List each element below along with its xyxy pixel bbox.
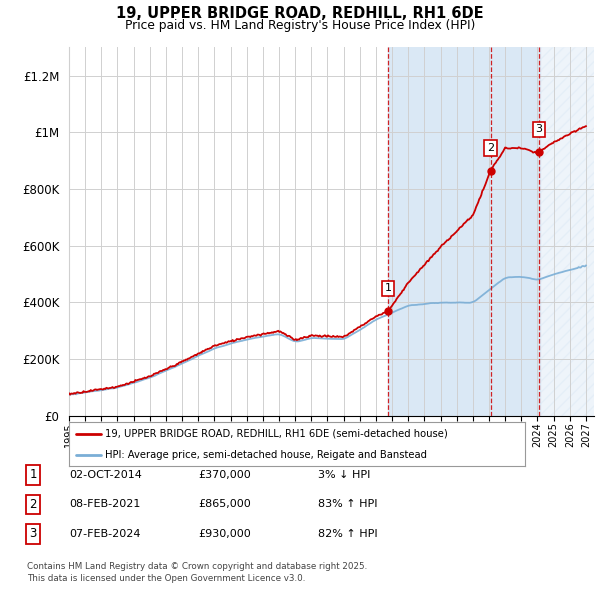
Text: 1: 1 [385, 283, 392, 293]
Text: Contains HM Land Registry data © Crown copyright and database right 2025.
This d: Contains HM Land Registry data © Crown c… [27, 562, 367, 583]
Text: 07-FEB-2024: 07-FEB-2024 [69, 529, 140, 539]
Text: 02-OCT-2014: 02-OCT-2014 [69, 470, 142, 480]
Text: 1: 1 [29, 468, 37, 481]
Text: HPI: Average price, semi-detached house, Reigate and Banstead: HPI: Average price, semi-detached house,… [106, 450, 427, 460]
Text: 2: 2 [29, 498, 37, 511]
Text: £865,000: £865,000 [198, 500, 251, 509]
Text: 3: 3 [29, 527, 37, 540]
Text: 19, UPPER BRIDGE ROAD, REDHILL, RH1 6DE (semi-detached house): 19, UPPER BRIDGE ROAD, REDHILL, RH1 6DE … [106, 429, 448, 439]
Text: 3: 3 [536, 124, 542, 135]
Text: 82% ↑ HPI: 82% ↑ HPI [318, 529, 377, 539]
Text: Price paid vs. HM Land Registry's House Price Index (HPI): Price paid vs. HM Land Registry's House … [125, 19, 475, 32]
Text: £370,000: £370,000 [198, 470, 251, 480]
Text: £930,000: £930,000 [198, 529, 251, 539]
Text: 19, UPPER BRIDGE ROAD, REDHILL, RH1 6DE: 19, UPPER BRIDGE ROAD, REDHILL, RH1 6DE [116, 6, 484, 21]
Bar [388, 47, 540, 416]
Text: 83% ↑ HPI: 83% ↑ HPI [318, 500, 377, 509]
Text: 2: 2 [487, 143, 494, 153]
Text: 08-FEB-2021: 08-FEB-2021 [69, 500, 140, 509]
Bar [540, 47, 600, 416]
Text: 3% ↓ HPI: 3% ↓ HPI [318, 470, 370, 480]
